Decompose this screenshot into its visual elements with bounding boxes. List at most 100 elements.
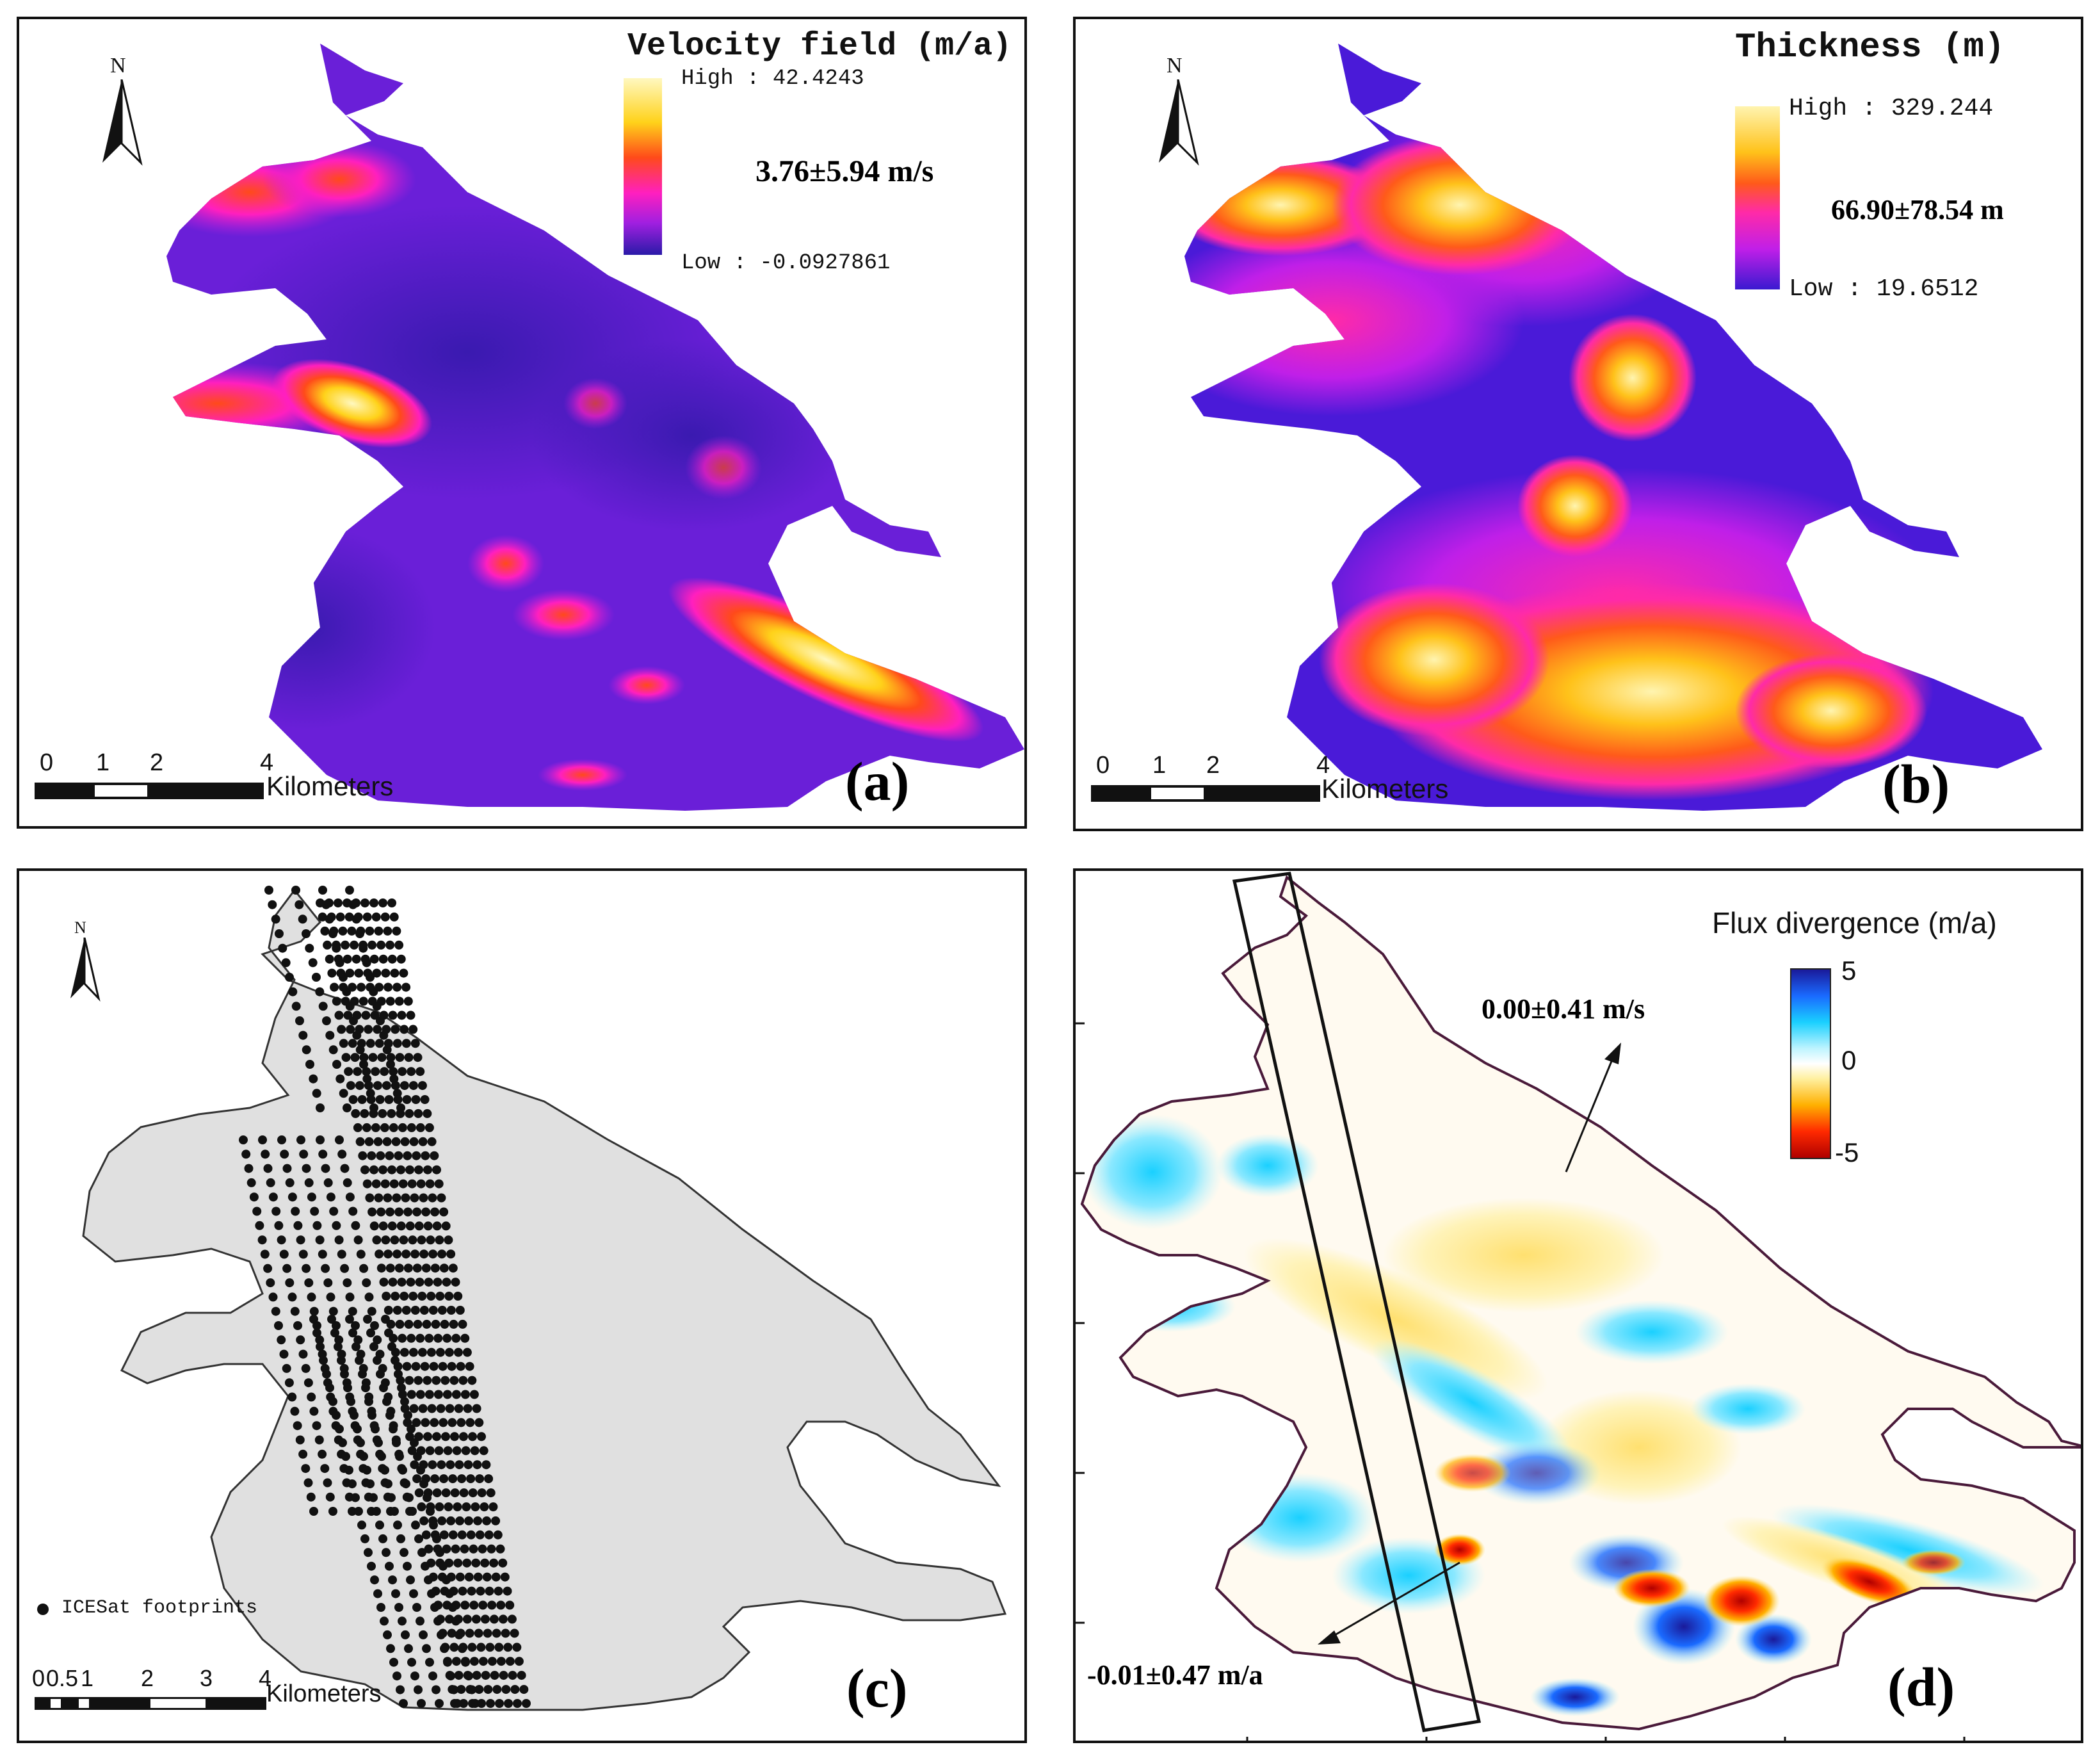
- footprint-point: [379, 1011, 389, 1020]
- scale-tick-0: 0: [40, 749, 54, 776]
- footprint-point: [321, 1263, 330, 1273]
- footprint-point: [409, 1404, 419, 1413]
- footprint-point: [378, 1165, 387, 1174]
- footprint-point: [423, 1221, 433, 1231]
- footprint-point: [370, 1321, 379, 1330]
- footprint-point: [467, 1586, 476, 1596]
- footprint-point: [325, 1383, 334, 1393]
- footprint-point: [263, 1263, 273, 1273]
- footprint-point: [398, 1465, 407, 1475]
- scale-bar: 0 1 2 4: [35, 749, 278, 807]
- footprint-point: [285, 973, 294, 982]
- footprint-point: [399, 968, 408, 978]
- footprint-point: [380, 1179, 390, 1189]
- footprint-point: [390, 1507, 399, 1516]
- footprint-point: [309, 1074, 318, 1084]
- footprint-point: [378, 1109, 387, 1118]
- footprint-point: [364, 1548, 373, 1557]
- footprint-point: [374, 1193, 384, 1203]
- footprint-point: [439, 1207, 449, 1217]
- footprint-point: [353, 1235, 363, 1245]
- footprint-point: [451, 1657, 461, 1666]
- footprint-point: [464, 1671, 473, 1681]
- footprint-point: [332, 996, 341, 1006]
- footprint-point: [341, 1452, 350, 1461]
- scale-unit: Kilometers: [1321, 774, 1449, 804]
- footprint-point: [306, 1492, 316, 1502]
- footprint-point: [416, 1123, 425, 1132]
- footprint-point: [370, 1575, 379, 1585]
- footprint-point: [348, 1206, 358, 1216]
- footprint-point: [407, 1179, 417, 1189]
- footprint-point: [309, 1306, 319, 1316]
- footprint-point: [298, 1030, 308, 1040]
- footprint-point: [383, 926, 392, 936]
- footprint-point: [396, 1109, 405, 1118]
- footprint-point: [375, 1039, 384, 1048]
- footprint-point: [398, 1390, 407, 1399]
- footprint-point: [390, 968, 400, 978]
- footprint-point: [354, 968, 364, 978]
- footprint-point: [448, 1603, 457, 1612]
- footprint-point: [464, 1572, 474, 1582]
- footprint-point: [380, 1616, 389, 1626]
- footprint-point: [350, 996, 359, 1006]
- legend-tick-5: 5: [1841, 955, 1857, 986]
- footprint-point: [437, 1193, 446, 1203]
- footprint-point: [437, 1630, 446, 1639]
- footprint-point: [464, 1516, 474, 1525]
- footprint-point: [382, 1292, 391, 1301]
- footprint-point: [410, 1306, 420, 1315]
- footprint-point: [344, 912, 354, 922]
- footprint-point: [446, 1460, 455, 1470]
- footprint-point: [424, 1575, 433, 1585]
- footprint-point: [426, 1292, 436, 1301]
- legend-item-label: ICESat footprints: [61, 1597, 258, 1619]
- footprint-point: [364, 1137, 374, 1146]
- footprint-point: [496, 1544, 505, 1554]
- footprint-point: [301, 1464, 311, 1474]
- footprint-point: [496, 1657, 506, 1666]
- footprint-point: [433, 1390, 443, 1399]
- footprint-point: [431, 1319, 440, 1329]
- footprint-point: [414, 1432, 423, 1442]
- footprint-point: [337, 1025, 346, 1034]
- footprint-point: [386, 1060, 395, 1069]
- footprint-point: [352, 1011, 362, 1020]
- footprint-point: [320, 926, 330, 936]
- footprint-point: [397, 1383, 406, 1393]
- transect-box: [1232, 872, 1482, 1732]
- footprint-point: [339, 1039, 348, 1048]
- footprint-point: [475, 1530, 485, 1540]
- footprint-point: [359, 940, 368, 950]
- footprint-point: [444, 1292, 454, 1301]
- footprint-point: [244, 1164, 254, 1173]
- footprint-point: [369, 1165, 378, 1174]
- footprint-point: [434, 1179, 444, 1189]
- footprint-point: [376, 1369, 385, 1379]
- footprint-point: [336, 968, 346, 978]
- footprint-point: [362, 1179, 372, 1189]
- footprint-point: [405, 1376, 414, 1385]
- footprint-point: [326, 1192, 335, 1202]
- footprint-point: [468, 1432, 477, 1442]
- footprint-point: [425, 1657, 434, 1667]
- footprint-point: [430, 1603, 439, 1612]
- footprint-point: [428, 1671, 437, 1681]
- footprint-point: [318, 912, 327, 922]
- footprint-point: [472, 1671, 481, 1680]
- footprint-point: [282, 1363, 291, 1373]
- footprint-point: [455, 1516, 465, 1525]
- footprint-point: [447, 1629, 456, 1638]
- footprint-point: [454, 1671, 464, 1680]
- footprint-point: [427, 1589, 436, 1598]
- footprint-point: [419, 1479, 428, 1489]
- footprint-point: [396, 1534, 405, 1543]
- footprint-point: [239, 1135, 248, 1144]
- flux-color-ramp: [1790, 968, 1831, 1159]
- footprint-point: [387, 1342, 396, 1351]
- footprint-point: [451, 1390, 461, 1399]
- footprint-point: [332, 1411, 341, 1420]
- footprint-point: [392, 1039, 402, 1048]
- footprint-point: [359, 1053, 369, 1062]
